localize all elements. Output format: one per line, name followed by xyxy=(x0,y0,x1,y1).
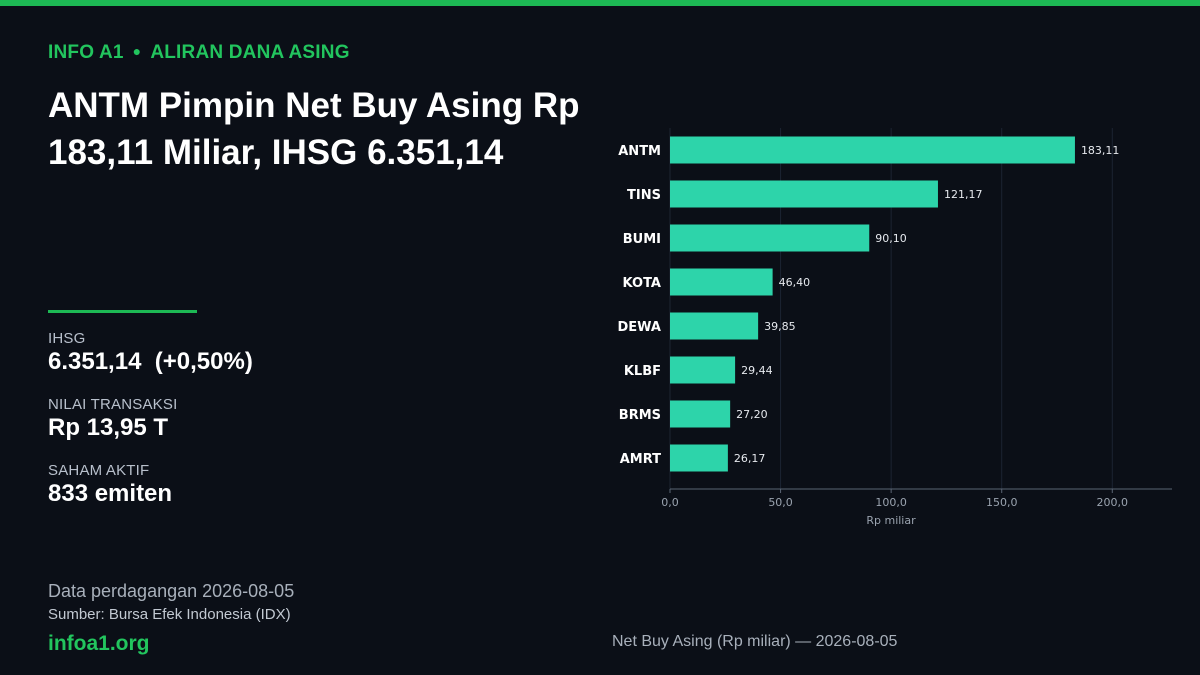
x-tick-label: 50,0 xyxy=(768,496,793,509)
headline: ANTM Pimpin Net Buy Asing Rp 183,11 Mili… xyxy=(48,86,580,172)
kicker: INFO A1 ● ALIRAN DANA ASING xyxy=(48,42,350,64)
stat-label-saham-aktif: SAHAM AKTIF xyxy=(48,462,150,479)
category-label: KOTA xyxy=(623,276,661,291)
category-label: ANTM xyxy=(618,144,661,159)
value-label: 183,11 xyxy=(1081,144,1120,157)
bar-kota xyxy=(670,268,773,296)
chart-caption: Net Buy Asing (Rp miliar) — 2026-08-05 xyxy=(612,633,898,650)
site-link[interactable]: infoa1.org xyxy=(48,632,150,655)
bar-bumi xyxy=(670,224,870,252)
value-label: 46,40 xyxy=(779,276,811,289)
value-label: 121,17 xyxy=(944,188,983,201)
x-tick-label: 200,0 xyxy=(1097,496,1129,509)
value-label: 90,10 xyxy=(875,232,907,245)
category-label: TINS xyxy=(627,188,661,203)
stat-label-nilai-transaksi: NILAI TRANSAKSI xyxy=(48,396,178,413)
kicker-brand: INFO A1 xyxy=(48,42,124,63)
x-axis-label: Rp miliar xyxy=(866,514,916,527)
value-label: 29,44 xyxy=(741,364,773,377)
category-label: KLBF xyxy=(624,364,661,379)
bar-dewa xyxy=(670,312,759,340)
bar-amrt xyxy=(670,444,728,472)
stat-value-nilai-transaksi: Rp 13,95 T xyxy=(48,414,169,441)
bar-klbf xyxy=(670,356,736,384)
stat-value-saham-aktif: 833 emiten xyxy=(48,480,173,507)
top-accent-bar xyxy=(0,0,1200,6)
bar-tins xyxy=(670,180,938,208)
x-tick-label: 100,0 xyxy=(875,496,907,509)
stats-divider xyxy=(48,310,197,313)
bullet-dot-icon: ● xyxy=(132,43,142,59)
net-buy-bar-chart: ANTM 183,11 TINS 121,17 BUMI 90,10 KOTA 46,40 DE… xyxy=(618,128,1172,527)
category-label: DEWA xyxy=(618,320,662,335)
x-tick-label: 150,0 xyxy=(986,496,1018,509)
bar-antm xyxy=(670,136,1075,164)
data-source: Sumber: Bursa Efek Indonesia (IDX) xyxy=(48,606,291,623)
value-label: 27,20 xyxy=(736,408,768,421)
stat-value-ihsg: 6.351,14 (+0,50%) xyxy=(48,348,253,375)
value-label: 26,17 xyxy=(734,452,766,465)
category-label: BUMI xyxy=(623,232,661,247)
value-label: 39,85 xyxy=(764,320,796,333)
category-label: AMRT xyxy=(620,452,661,467)
kicker-topic: ALIRAN DANA ASING xyxy=(150,42,350,63)
stat-label-ihsg: IHSG xyxy=(48,330,86,347)
category-label: BRMS xyxy=(619,408,661,423)
x-tick-label: 0,0 xyxy=(661,496,679,509)
trading-date: Data perdagangan 2026-08-05 xyxy=(48,581,295,601)
bar-brms xyxy=(670,400,731,428)
